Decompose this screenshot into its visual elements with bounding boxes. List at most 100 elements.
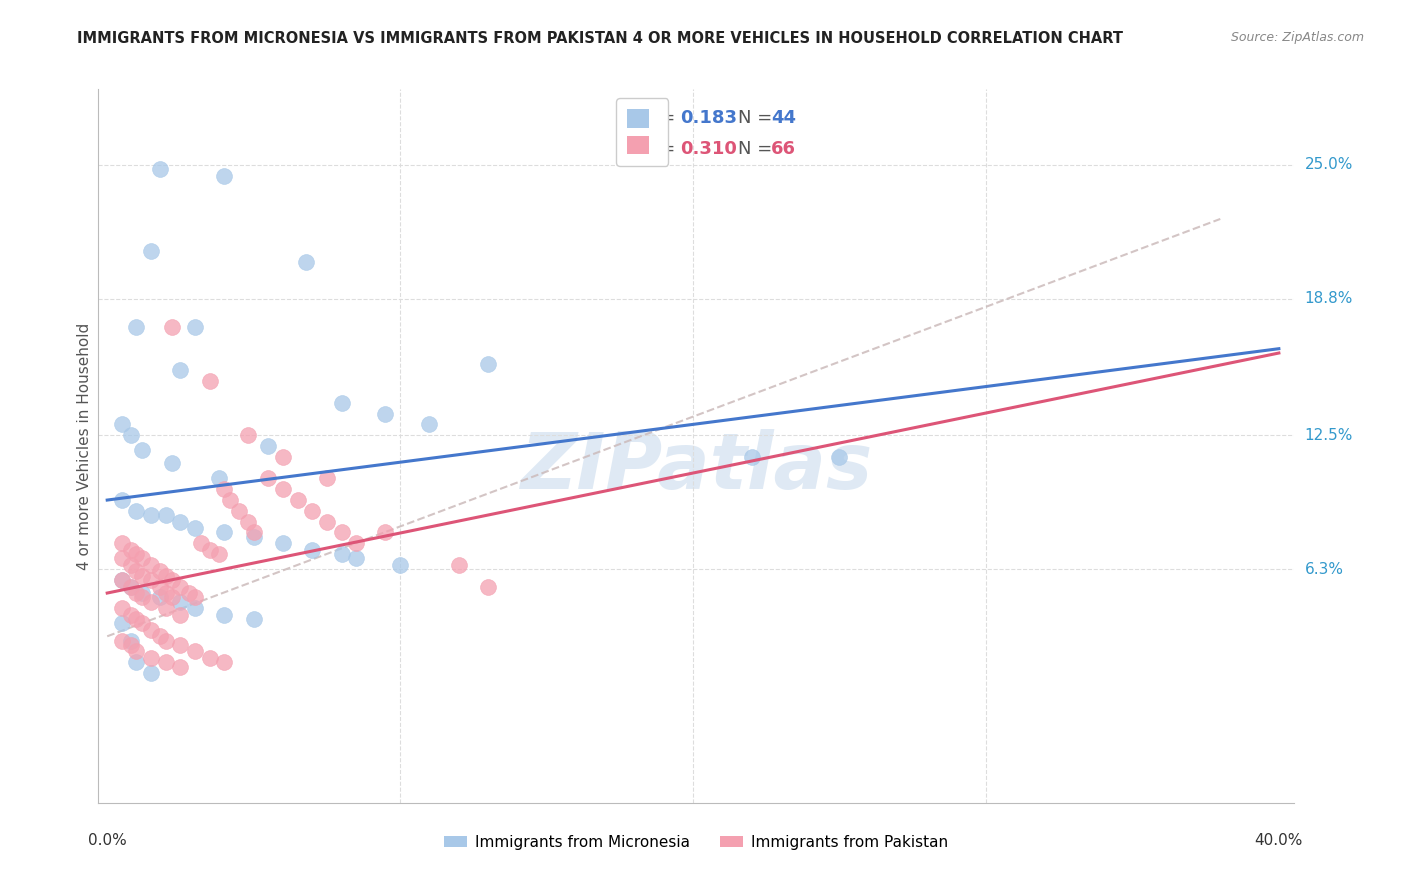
Point [301,542,323,557]
Point [160,591,183,605]
Point [149,565,172,579]
Point [125,644,148,658]
Point [287,493,309,508]
Point [477,357,499,371]
Point [120,638,142,652]
Point [111,616,134,631]
Point [149,629,172,643]
Point [155,586,177,600]
Point [111,573,134,587]
Point [120,607,142,622]
Point [125,547,148,561]
Text: 66: 66 [772,140,796,158]
Point [141,508,163,523]
Text: 0.183: 0.183 [681,109,737,127]
Point [125,655,148,669]
Point [141,595,163,609]
Point [198,542,221,557]
Point [741,450,763,464]
Point [111,493,134,508]
Point [330,547,353,561]
Text: R =: R = [643,140,681,158]
Point [330,525,353,540]
Point [242,530,264,544]
Point [330,396,353,410]
Text: 12.5%: 12.5% [1305,427,1353,442]
Text: 0.0%: 0.0% [87,833,127,848]
Point [169,363,191,377]
Point [257,439,280,453]
Point [149,580,172,594]
Point [131,616,153,631]
Point [389,558,412,572]
Point [271,536,294,550]
Point [295,255,318,269]
Point [131,443,153,458]
Point [120,542,142,557]
Point [190,536,212,550]
Point [149,591,172,605]
Point [169,607,191,622]
Point [160,456,183,470]
Legend: Immigrants from Micronesia, Immigrants from Pakistan: Immigrants from Micronesia, Immigrants f… [437,829,955,855]
Point [155,655,177,669]
Point [184,320,207,334]
Point [207,471,229,485]
Point [477,580,499,594]
Point [184,644,207,658]
Text: 18.8%: 18.8% [1305,292,1353,307]
Point [184,601,207,615]
Point [228,504,250,518]
Point [111,633,134,648]
Point [120,633,142,648]
Point [169,595,191,609]
Point [271,450,294,464]
Point [120,558,142,572]
Point [374,525,396,540]
Point [169,638,191,652]
Point [214,655,236,669]
Point [236,428,259,442]
Text: Source: ZipAtlas.com: Source: ZipAtlas.com [1230,31,1364,45]
Point [160,320,183,334]
Point [214,607,236,622]
Point [828,450,851,464]
Point [198,374,221,388]
Text: 25.0%: 25.0% [1305,157,1353,172]
Point [236,515,259,529]
Point [141,244,163,259]
Point [214,169,236,183]
Point [344,551,367,566]
Point [344,536,367,550]
Point [111,551,134,566]
Point [315,471,337,485]
Text: 0.310: 0.310 [681,140,737,158]
Point [315,515,337,529]
Point [301,504,323,518]
Point [125,612,148,626]
Point [131,551,153,566]
Point [219,493,242,508]
Point [155,508,177,523]
Point [111,601,134,615]
Point [207,547,229,561]
Point [155,601,177,615]
Point [111,417,134,432]
Point [111,573,134,587]
Point [131,591,153,605]
Point [120,428,142,442]
Point [242,525,264,540]
Point [141,623,163,637]
Text: R =: R = [643,109,681,127]
Text: N =: N = [738,109,778,127]
Point [169,515,191,529]
Point [179,586,201,600]
Point [155,568,177,582]
Point [271,482,294,496]
Point [141,651,163,665]
Text: IMMIGRANTS FROM MICRONESIA VS IMMIGRANTS FROM PAKISTAN 4 OR MORE VEHICLES IN HOU: IMMIGRANTS FROM MICRONESIA VS IMMIGRANTS… [77,31,1123,46]
Point [169,659,191,673]
Text: 44: 44 [772,109,796,127]
Point [141,558,163,572]
Point [447,558,470,572]
